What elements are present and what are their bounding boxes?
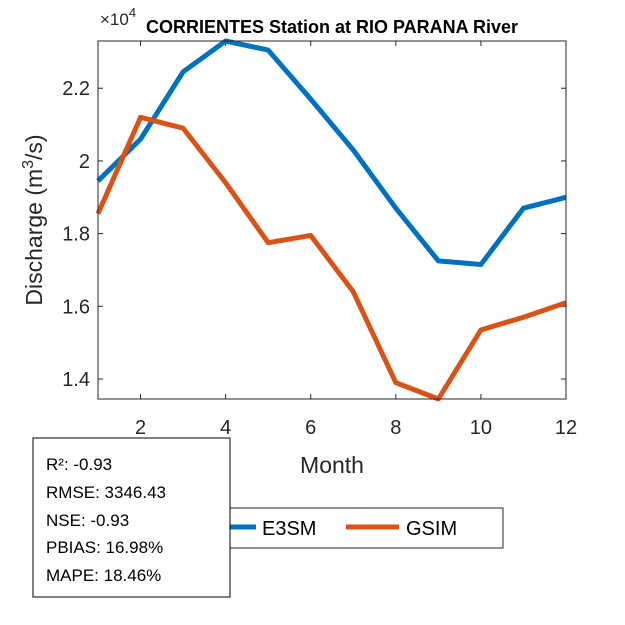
- legend-label-e3sm: E3SM: [262, 518, 316, 540]
- stats-box: R²: -0.93 RMSE: 3346.43 NSE: -0.93 PBIAS…: [32, 437, 231, 598]
- legend: E3SM GSIM: [214, 507, 504, 549]
- x-tick-label: 2: [135, 417, 146, 439]
- y-exponent-label: ×104: [100, 5, 136, 29]
- x-tick-label: 10: [470, 417, 492, 439]
- axes-box: [97, 40, 567, 400]
- y-tick-label: 1.4: [62, 369, 90, 391]
- y-axis-label: Discharge (m3/s): [20, 134, 47, 305]
- series-line-e3sm: [96, 38, 567, 268]
- y-tick-label: 2: [79, 151, 90, 173]
- x-tick-label: 8: [390, 417, 401, 439]
- y-tick-label: 2.2: [62, 78, 90, 100]
- x-axis-label: Month: [300, 452, 364, 478]
- stat-pbias: PBIAS: 16.98%: [46, 538, 163, 557]
- stat-nse: NSE: -0.93: [46, 511, 129, 530]
- chart-title: CORRIENTES Station at RIO PARANA River: [146, 17, 518, 37]
- y-tick-label: 1.8: [62, 224, 90, 246]
- stat-mape: MAPE: 18.46%: [46, 566, 161, 585]
- stat-rmse: RMSE: 3346.43: [46, 483, 166, 502]
- legend-label-gsim: GSIM: [406, 518, 457, 540]
- stat-r2: R²: -0.93: [46, 455, 112, 474]
- x-tick-label: 6: [305, 417, 316, 439]
- y-tick-label: 1.6: [62, 296, 90, 318]
- x-tick-label: 12: [555, 417, 577, 439]
- x-tick-label: 4: [220, 417, 231, 439]
- series-line-gsim: [95, 114, 567, 402]
